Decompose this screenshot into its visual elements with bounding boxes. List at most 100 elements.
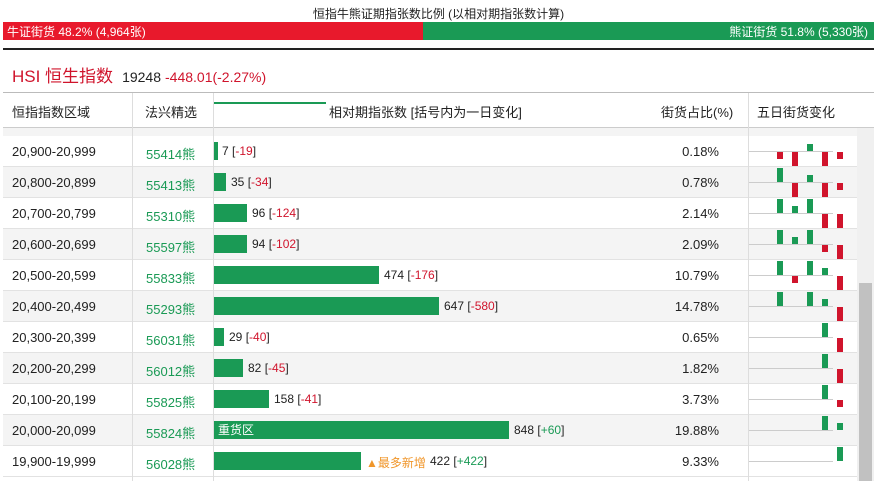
daily-change: +422 (456, 454, 484, 468)
column-header-fiveday: 五日街货变化 (757, 105, 836, 120)
sparkline-increase-bar (777, 199, 783, 213)
sparkline-increase-bar (807, 199, 813, 213)
column-divider (748, 93, 749, 481)
sparkline-decrease-bar (837, 307, 843, 321)
sparkline-baseline (749, 430, 833, 431)
warrant-link[interactable]: 55825熊 (146, 395, 196, 410)
sparkline-increase-bar (837, 447, 843, 461)
column-header-ratio: 街货占比(%) (661, 105, 734, 120)
daily-change: +60 (540, 423, 562, 437)
index-range-cell: 20,900-20,999 (12, 144, 96, 159)
warrant-table-body[interactable]: 20,900-20,999 55414熊 7 [-19] 0.18% 20,800-20… (3, 128, 857, 481)
daily-change: -41 (300, 392, 319, 406)
index-range-cell: 19,900-19,999 (12, 454, 96, 469)
outstanding-value: 848 [+60] (514, 423, 565, 437)
sparkline-decrease-bar (822, 152, 828, 166)
outstanding-ratio-cell: 19.88% (674, 423, 719, 438)
index-range-cell: 20,700-20,799 (12, 206, 96, 221)
warrant-link[interactable]: 56012熊 (146, 364, 196, 379)
sparkline-baseline (749, 337, 833, 338)
table-row: 20,000-20,099 55824熊 重货区 848 [+60] 19.88% (3, 415, 857, 446)
table-row: 20,700-20,799 55310熊 96 [-124] 2.14% (3, 198, 857, 229)
sparkline-decrease-bar (837, 214, 843, 228)
sparkline-decrease-bar (822, 245, 828, 252)
sparkline-baseline (749, 368, 833, 369)
sparkline-decrease-bar (837, 245, 843, 259)
column-header-outstanding: 相对期指张数 [括号内为一日变化] (329, 105, 522, 120)
scrollbar-thumb[interactable] (859, 283, 872, 481)
sparkline-increase-bar (822, 416, 828, 430)
vertical-scrollbar[interactable] (857, 128, 874, 481)
index-range-cell: 20,600-20,699 (12, 237, 96, 252)
bull-outstanding-segment: 牛证街货 48.2% (4,964张) (3, 22, 423, 40)
sparkline-decrease-bar (792, 183, 798, 197)
index-range-cell: 20,400-20,499 (12, 299, 96, 314)
outstanding-ratio-cell: 0.18% (682, 144, 719, 159)
column-header-warrant: 法兴精选 (145, 105, 198, 120)
five-day-change-sparkline (749, 167, 849, 198)
five-day-change-sparkline (749, 446, 849, 477)
outstanding-value: 94 [-102] (252, 237, 300, 251)
outstanding-bar (214, 452, 361, 470)
daily-change: -102 (272, 237, 297, 251)
five-day-change-sparkline (749, 415, 849, 446)
warrant-link[interactable]: 55414熊 (146, 147, 196, 162)
daily-change: -40 (249, 330, 267, 344)
index-range-cell: 20,800-20,899 (12, 175, 96, 190)
sparkline-increase-bar (807, 144, 813, 151)
sparkline-increase-bar (777, 261, 783, 275)
index-name: HSI 恒生指数 (12, 67, 114, 86)
sparkline-decrease-bar (792, 276, 798, 283)
table-row: 19,900-19,999 56028熊 ▲最多新增 422 [+422] 9.33% (3, 446, 857, 477)
index-range-cell: 20,100-20,199 (12, 392, 96, 407)
table-row: 20,500-20,599 55833熊 474 [-176] 10.79% (3, 260, 857, 291)
sparkline-decrease-bar (822, 183, 828, 197)
outstanding-count: 94 (252, 237, 266, 251)
outstanding-bar: 重货区 (214, 421, 509, 439)
column-divider (132, 93, 133, 481)
divider (3, 127, 874, 128)
sparkline-decrease-bar (837, 400, 843, 407)
daily-change: -19 (235, 144, 253, 158)
index-range-cell: 20,200-20,299 (12, 361, 96, 376)
table-row: 20,100-20,199 55825熊 158 [-41] 3.73% (3, 384, 857, 415)
warrant-link[interactable]: 56031熊 (146, 333, 196, 348)
outstanding-bar (214, 390, 269, 408)
sparkline-decrease-bar (792, 152, 798, 166)
outstanding-ratio-cell: 14.78% (674, 299, 719, 314)
index-range-cell: 20,300-20,399 (12, 330, 96, 345)
five-day-change-sparkline (749, 353, 849, 384)
outstanding-count: 82 (248, 361, 262, 375)
sparkline-decrease-bar (837, 369, 843, 383)
index-quote: HSI 恒生指数 19248 -448.01(-2.27%) (12, 62, 266, 87)
warrant-link[interactable]: 55833熊 (146, 271, 196, 286)
sparkline-increase-bar (807, 230, 813, 244)
outstanding-count: 7 (222, 144, 229, 158)
sparkline-increase-bar (822, 268, 828, 275)
outstanding-count: 474 (384, 268, 405, 282)
outstanding-ratio-cell: 1.82% (682, 361, 719, 376)
sparkline-increase-bar (822, 323, 828, 337)
warrant-link[interactable]: 55310熊 (146, 209, 196, 224)
warrant-link[interactable]: 55413熊 (146, 178, 196, 193)
warrant-link[interactable]: 55597熊 (146, 240, 196, 255)
warrant-link[interactable]: 55293熊 (146, 302, 196, 317)
outstanding-value: 29 [-40] (229, 330, 270, 344)
outstanding-ratio-cell: 2.09% (682, 237, 719, 252)
sparkline-decrease-bar (837, 152, 843, 159)
outstanding-count: 647 (444, 299, 465, 313)
sparkline-increase-bar (822, 299, 828, 306)
sparkline-increase-bar (792, 237, 798, 244)
bear-outstanding-segment: 熊证街货 51.8% (5,330张) (422, 22, 874, 40)
sparkline-decrease-bar (777, 152, 783, 159)
table-row: 20,900-20,999 55414熊 7 [-19] 0.18% (3, 136, 857, 167)
outstanding-ratio-cell: 2.14% (682, 206, 719, 221)
sparkline-baseline (749, 399, 833, 400)
warrant-link[interactable]: 55824熊 (146, 426, 196, 441)
outstanding-value: 35 [-34] (231, 175, 272, 189)
sparkline-increase-bar (807, 261, 813, 275)
sparkline-baseline (749, 306, 833, 307)
warrant-link[interactable]: 56028熊 (146, 457, 196, 472)
most-added-badge: ▲最多新增 (366, 456, 426, 470)
active-column-indicator (214, 102, 326, 104)
